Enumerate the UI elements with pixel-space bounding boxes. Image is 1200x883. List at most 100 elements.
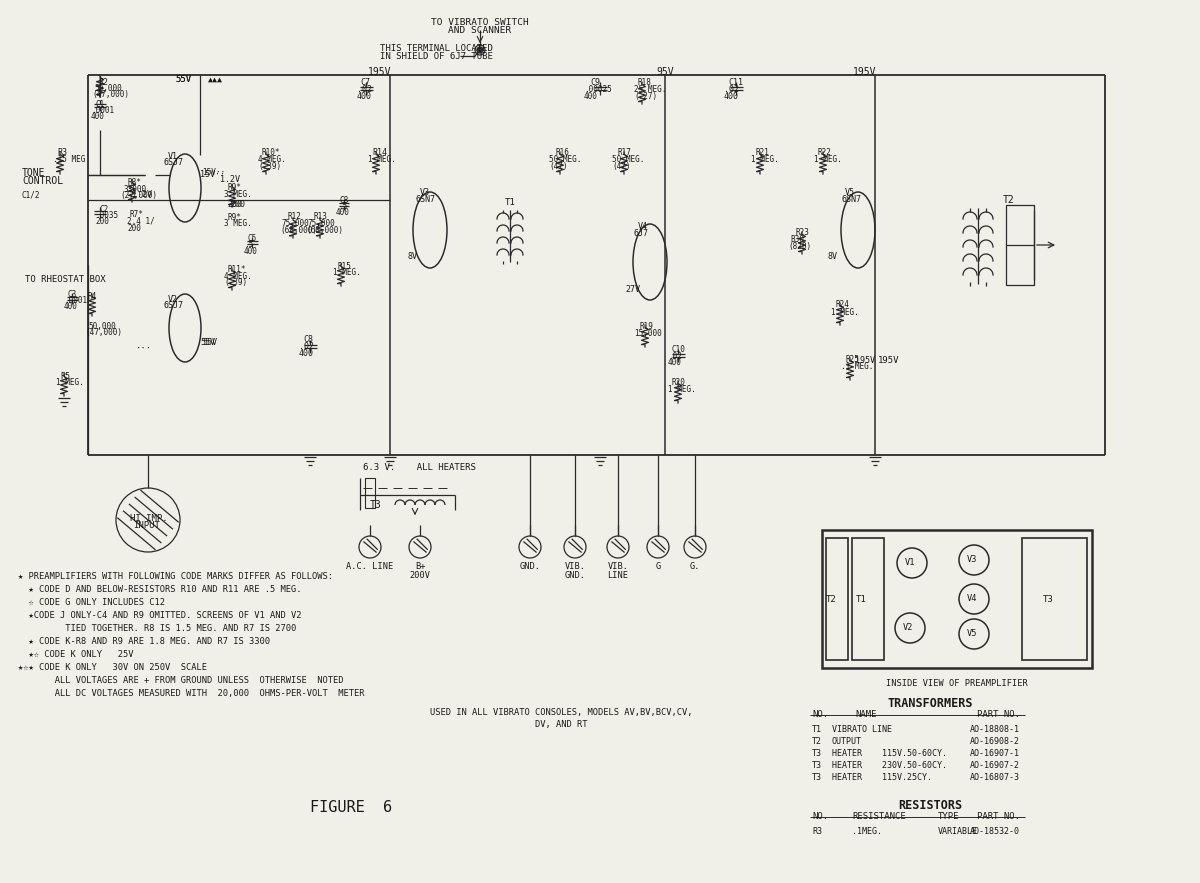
Text: V4: V4 xyxy=(638,222,648,231)
Text: R19: R19 xyxy=(640,322,654,331)
Text: C8: C8 xyxy=(302,335,313,344)
Text: 33000: 33000 xyxy=(124,185,148,194)
Text: C7: C7 xyxy=(360,78,370,87)
Text: V1: V1 xyxy=(168,152,178,161)
Text: (27,000): (27,000) xyxy=(120,191,157,200)
Text: 6SJ7: 6SJ7 xyxy=(164,301,184,310)
Text: 50 MEG.: 50 MEG. xyxy=(612,155,644,164)
Text: ☆ CODE G ONLY INCLUDES C12: ☆ CODE G ONLY INCLUDES C12 xyxy=(18,598,166,607)
Text: C5: C5 xyxy=(248,234,257,243)
Text: R3: R3 xyxy=(58,148,67,157)
Text: T1: T1 xyxy=(812,725,822,734)
Text: (.27): (.27) xyxy=(634,92,658,101)
Text: V2: V2 xyxy=(904,623,913,632)
Text: 50,000: 50,000 xyxy=(94,84,121,93)
Text: 400: 400 xyxy=(668,358,682,367)
Text: 200V: 200V xyxy=(409,571,431,580)
Text: T2: T2 xyxy=(1003,195,1015,205)
Text: 95V: 95V xyxy=(656,67,674,77)
Text: G.: G. xyxy=(690,562,701,571)
Text: 6.3 V.    ALL HEATERS: 6.3 V. ALL HEATERS xyxy=(364,463,476,472)
Text: TONE: TONE xyxy=(22,168,46,178)
Text: VIB.: VIB. xyxy=(564,562,586,571)
Text: HI IMP.: HI IMP. xyxy=(130,514,168,523)
Text: VARIABLE: VARIABLE xyxy=(938,827,978,836)
Text: T3: T3 xyxy=(812,761,822,770)
Text: 1 MEG.: 1 MEG. xyxy=(56,378,84,387)
Text: 200: 200 xyxy=(95,217,109,226)
Text: (68,000): (68,000) xyxy=(280,226,317,235)
Text: ALL DC VOLTAGES MEASURED WITH  20,000  OHMS-PER-VOLT  METER: ALL DC VOLTAGES MEASURED WITH 20,000 OHM… xyxy=(18,689,365,698)
Text: CONTROL: CONTROL xyxy=(22,176,64,186)
Text: C3: C3 xyxy=(68,290,77,299)
Text: R24: R24 xyxy=(835,300,848,309)
Text: 75,000: 75,000 xyxy=(308,219,336,228)
Text: 3 MEG.: 3 MEG. xyxy=(224,219,252,228)
Text: R2: R2 xyxy=(98,78,108,87)
Text: HEATER    115V.25CY.: HEATER 115V.25CY. xyxy=(832,773,932,782)
Text: 400: 400 xyxy=(299,349,314,358)
Text: 55V: 55V xyxy=(202,338,217,347)
Text: V2: V2 xyxy=(168,295,178,304)
Text: V3: V3 xyxy=(967,555,978,564)
Text: ★☆★ CODE K ONLY   30V ON 250V  SCALE: ★☆★ CODE K ONLY 30V ON 250V SCALE xyxy=(18,663,208,672)
Text: R16: R16 xyxy=(554,148,569,157)
Text: T1: T1 xyxy=(856,595,866,604)
Text: C10: C10 xyxy=(672,345,686,354)
Text: V5: V5 xyxy=(967,629,978,638)
Text: 55V: 55V xyxy=(175,75,191,84)
Text: 195V: 195V xyxy=(853,67,877,77)
Text: INSIDE VIEW OF PREAMPLIFIER: INSIDE VIEW OF PREAMPLIFIER xyxy=(886,679,1028,688)
Text: C1/2: C1/2 xyxy=(22,190,41,199)
Text: NO.: NO. xyxy=(812,812,828,821)
Text: R18: R18 xyxy=(638,78,652,87)
Text: 400: 400 xyxy=(336,208,350,217)
Text: 200: 200 xyxy=(227,200,242,209)
Text: R12: R12 xyxy=(288,212,302,221)
Text: 2.4 1/: 2.4 1/ xyxy=(127,217,155,226)
Text: T3: T3 xyxy=(370,500,382,510)
Text: FIGURE  6: FIGURE 6 xyxy=(310,800,392,815)
Text: R5: R5 xyxy=(60,372,70,381)
Text: RESISTANCE: RESISTANCE xyxy=(852,812,906,821)
Text: AO-16807-3: AO-16807-3 xyxy=(970,773,1020,782)
Text: 400: 400 xyxy=(64,302,78,311)
Text: R21: R21 xyxy=(755,148,769,157)
Text: AO-18532-0: AO-18532-0 xyxy=(970,827,1020,836)
Text: R17: R17 xyxy=(618,148,632,157)
Text: (68,000): (68,000) xyxy=(306,226,343,235)
Text: 195V: 195V xyxy=(368,67,391,77)
Text: 15,000: 15,000 xyxy=(634,329,661,338)
Text: R22: R22 xyxy=(818,148,832,157)
Text: 15V··: 15V·· xyxy=(202,168,226,177)
Text: .0001: .0001 xyxy=(64,296,88,305)
Text: 8V: 8V xyxy=(408,252,418,261)
Text: USED IN ALL VIBRATO CONSOLES, MODELS AV,BV,BCV,CV,: USED IN ALL VIBRATO CONSOLES, MODELS AV,… xyxy=(430,708,692,717)
Text: (47,000): (47,000) xyxy=(85,328,122,337)
Bar xyxy=(826,538,848,660)
Text: T2: T2 xyxy=(826,595,836,604)
Text: HEATER    230V.50-60CY.: HEATER 230V.50-60CY. xyxy=(832,761,947,770)
Text: 400: 400 xyxy=(724,92,739,101)
Text: TIED TOGETHER. R8 IS 1.5 MEG. AND R7 IS 2700: TIED TOGETHER. R8 IS 1.5 MEG. AND R7 IS … xyxy=(18,624,296,633)
Text: LINE: LINE xyxy=(607,571,629,580)
Text: 4 MEG.: 4 MEG. xyxy=(224,272,252,281)
Text: ★CODE J ONLY-C4 AND R9 OMITTED. SCREENS OF V1 AND V2: ★CODE J ONLY-C4 AND R9 OMITTED. SCREENS … xyxy=(18,611,301,620)
Text: ★☆ CODE K ONLY   25V: ★☆ CODE K ONLY 25V xyxy=(18,650,133,659)
Circle shape xyxy=(478,47,482,53)
Text: INPUT: INPUT xyxy=(133,521,160,530)
Text: .0001: .0001 xyxy=(91,106,114,115)
Text: T3: T3 xyxy=(812,749,822,758)
Text: ★ CODE K-R8 AND R9 ARE 1.8 MEG. AND R7 IS 3300: ★ CODE K-R8 AND R9 ARE 1.8 MEG. AND R7 I… xyxy=(18,637,270,646)
Text: THIS TERMINAL LOCATED: THIS TERMINAL LOCATED xyxy=(380,44,493,53)
Text: NO.: NO. xyxy=(812,710,828,719)
Text: C2: C2 xyxy=(98,205,108,214)
Text: V1: V1 xyxy=(905,558,916,567)
Text: (47): (47) xyxy=(612,162,630,171)
Text: 6SN7: 6SN7 xyxy=(841,195,862,204)
Text: 3 MEG.: 3 MEG. xyxy=(224,190,252,199)
Text: (47): (47) xyxy=(550,162,568,171)
Text: (47,000): (47,000) xyxy=(92,90,130,99)
Text: 8V: 8V xyxy=(828,252,838,261)
Text: AND SCANNER: AND SCANNER xyxy=(449,26,511,35)
